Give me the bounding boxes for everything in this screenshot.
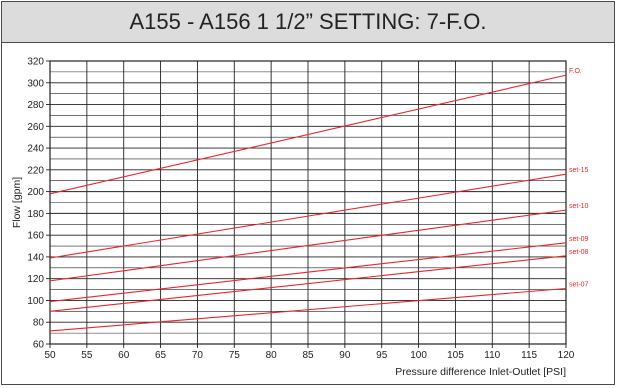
x-tick-label: 50 xyxy=(44,350,56,361)
y-tick-label: 220 xyxy=(27,165,44,176)
series-line-set-07 xyxy=(49,287,567,332)
series-label: set-15 xyxy=(569,167,589,174)
y-tick-label: 320 xyxy=(27,57,44,68)
y-tick-label: 200 xyxy=(27,187,44,198)
series-label: set-07 xyxy=(569,281,589,288)
y-tick-label: 280 xyxy=(27,100,44,111)
series-line-f-o- xyxy=(49,74,567,195)
x-axis-label: Pressure difference Inlet-Outlet [PSI] xyxy=(395,366,566,378)
x-tick-label: 65 xyxy=(155,350,167,361)
chart-title: A155 - A156 1 1/2” SETTING: 7-F.O. xyxy=(2,2,614,43)
y-tick-label: 60 xyxy=(33,340,45,351)
y-tick-label: 100 xyxy=(27,296,44,307)
flow-chart: 60 80 100 120 140 160 180 200 220 240 260 280 300 320… xyxy=(11,57,589,379)
x-tick-label: 55 xyxy=(81,350,93,361)
x-tick-label: 70 xyxy=(192,350,204,361)
x-tick-label: 85 xyxy=(302,350,314,361)
series-line-set-09 xyxy=(49,242,567,303)
x-tick-label: 75 xyxy=(229,350,241,361)
series-line-set-10 xyxy=(49,209,567,282)
x-tick-label: 110 xyxy=(484,350,500,361)
x-tick-label: 90 xyxy=(339,350,351,361)
x-tick-label: 115 xyxy=(521,350,537,361)
y-tick-label: 240 xyxy=(27,144,44,155)
series-label: F.O. xyxy=(569,68,582,75)
y-tick-label: 120 xyxy=(27,274,44,285)
x-tick-label: 80 xyxy=(266,350,278,361)
x-tick-label: 100 xyxy=(410,350,427,361)
y-tick-label: 140 xyxy=(27,252,44,263)
y-tick-label: 180 xyxy=(27,209,44,220)
series-label: set-08 xyxy=(569,249,589,256)
y-tick-label: 300 xyxy=(27,78,44,89)
y-tick-label: 260 xyxy=(27,122,44,133)
x-tick-label: 120 xyxy=(558,350,575,361)
y-tick-label: 160 xyxy=(27,231,44,242)
series-label: set-09 xyxy=(569,236,589,243)
plot-area-border xyxy=(49,60,567,345)
y-tick-label: 80 xyxy=(33,318,45,329)
x-tick-label: 60 xyxy=(118,350,130,361)
series-line-set-08 xyxy=(49,255,567,312)
x-tick-label: 105 xyxy=(447,350,464,361)
series-line-set-15 xyxy=(49,173,567,259)
series-label: set-10 xyxy=(569,203,589,210)
x-tick-label: 95 xyxy=(376,350,388,361)
y-axis-label: Flow [gpm] xyxy=(11,177,23,228)
